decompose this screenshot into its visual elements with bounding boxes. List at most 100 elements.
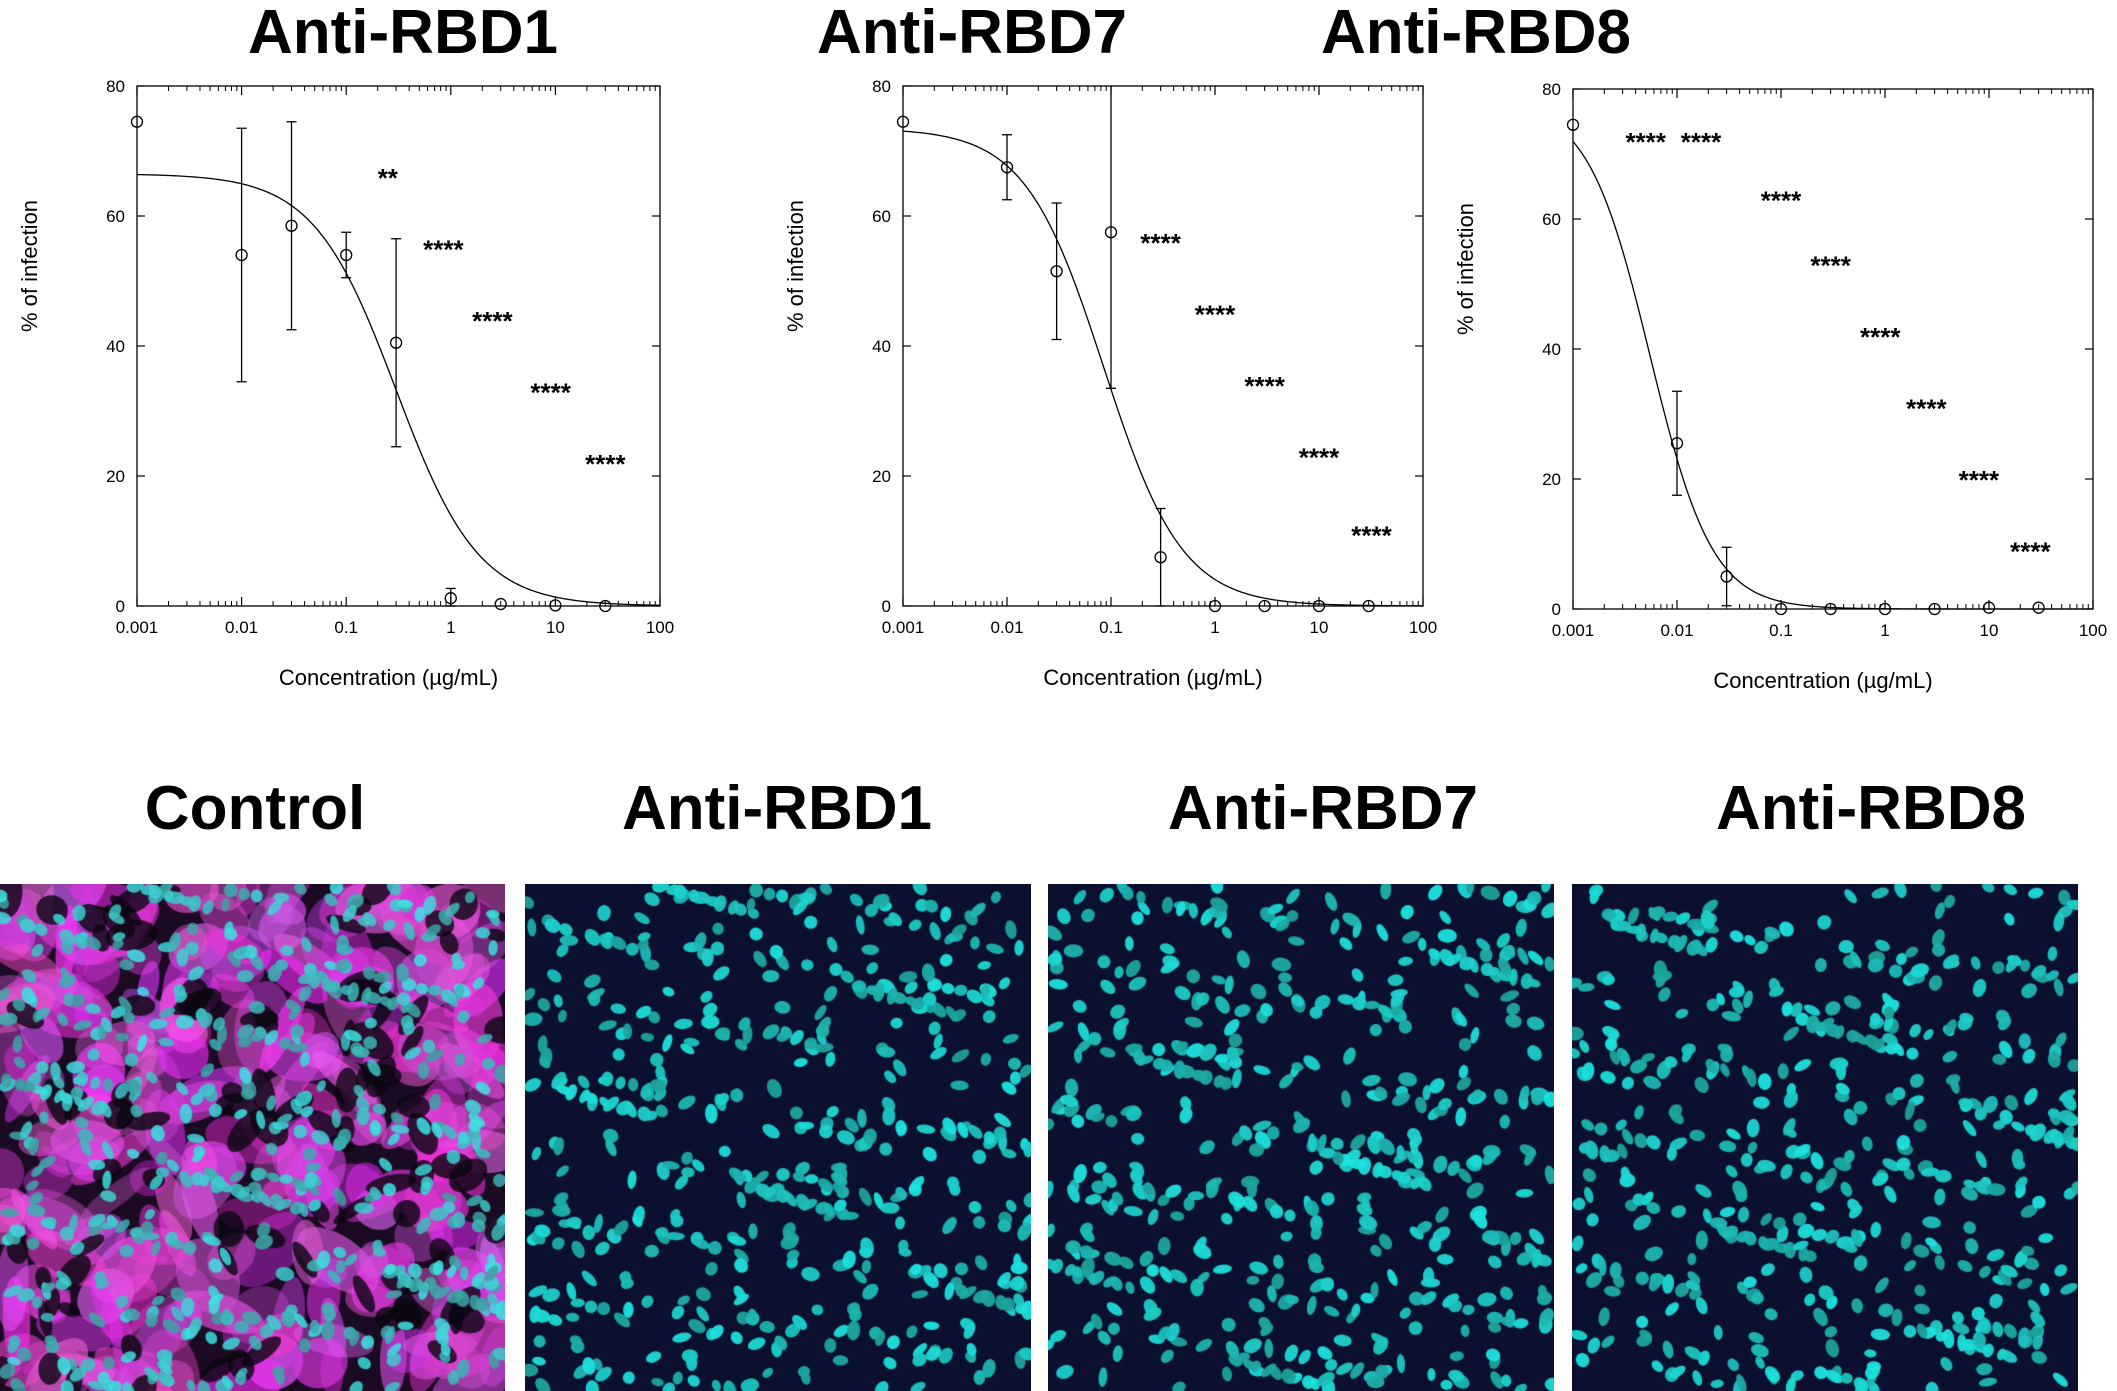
- x-tick-label: 10: [1310, 618, 1329, 637]
- significance-label: ****: [1860, 322, 1901, 352]
- x-tick-label: 0.001: [1552, 621, 1595, 640]
- y-tick-label: 80: [106, 77, 125, 96]
- x-tick-label: 0.01: [990, 618, 1023, 637]
- chart-title-anti-rbd7: Anti-RBD7: [817, 0, 1127, 67]
- y-tick-label: 20: [872, 467, 891, 486]
- data-point: [340, 248, 353, 262]
- y-axis-label: % of infection: [17, 200, 42, 332]
- plot-frame: [1572, 88, 2094, 610]
- data-point: [1000, 161, 1014, 174]
- significance-label: ****: [1140, 228, 1181, 258]
- micrograph-anti-rbd1: [525, 884, 1031, 1391]
- x-tick-label: 0.1: [1099, 618, 1123, 637]
- x-tick-label: 0.001: [116, 618, 159, 637]
- micrograph-title-anti-rbd8: Anti-RBD8: [1716, 774, 2026, 843]
- x-tick-label: 100: [2079, 621, 2107, 640]
- data-point: [896, 115, 910, 128]
- x-tick-label: 1: [446, 618, 455, 637]
- x-tick-label: 0.1: [334, 618, 358, 637]
- x-tick-label: 0.01: [225, 618, 258, 637]
- significance-label: ****: [1299, 443, 1340, 473]
- x-axis-label: Concentration (µg/mL): [1713, 668, 1932, 693]
- significance-label: ****: [423, 235, 464, 265]
- x-tick-label: 0.001: [882, 618, 925, 637]
- data-point: [1208, 599, 1222, 613]
- significance-label: ****: [1625, 127, 1666, 157]
- y-tick-label: 80: [872, 77, 891, 96]
- chart-anti-rbd8: 0 20 40 60 80 0.001 0.01 0.1 1 10 100 Concentration…: [1453, 80, 2107, 693]
- chart-title-anti-rbd1: Anti-RBD1: [248, 0, 558, 67]
- micrograph-control: [0, 884, 505, 1391]
- micrograph-anti-rbd7: [1048, 884, 1554, 1391]
- significance-label: ****: [2010, 537, 2051, 567]
- significance-label: ****: [1195, 300, 1236, 330]
- x-axis-label: Concentration (µg/mL): [279, 665, 498, 690]
- y-axis-label: % of infection: [1453, 203, 1478, 335]
- x-tick-label: 10: [1980, 621, 1999, 640]
- data-point: [1258, 599, 1271, 613]
- plot-frame: [136, 85, 661, 607]
- x-tick-label: 100: [1409, 618, 1437, 637]
- y-tick-label: 40: [872, 337, 891, 356]
- y-tick-label: 0: [882, 597, 891, 616]
- fit-curve: [136, 173, 661, 606]
- data-point: [444, 592, 457, 605]
- significance-label: **: [378, 163, 399, 193]
- y-tick-label: 60: [1542, 210, 1561, 229]
- chart-anti-rbd7: 0 20 40 60 80 0.001 0.01 0.1 1 10 100 Concentration…: [783, 77, 1437, 690]
- data-point: [1928, 602, 1941, 616]
- data-point: [1670, 437, 1684, 450]
- data-point: [1154, 551, 1167, 564]
- data-point: [1720, 570, 1733, 583]
- y-tick-label: 40: [106, 337, 125, 356]
- x-tick-label: 0.1: [1769, 621, 1793, 640]
- data-point: [235, 248, 248, 262]
- plot-frame: [902, 85, 1424, 607]
- micrograph-title-anti-rbd1: Anti-RBD1: [622, 774, 932, 843]
- significance-label: ****: [1761, 186, 1802, 216]
- x-axis-label: Concentration (µg/mL): [1043, 665, 1262, 690]
- y-tick-label: 40: [1542, 340, 1561, 359]
- significance-label: ****: [1810, 251, 1851, 281]
- fit-curve: [902, 130, 1424, 607]
- x-tick-label: 0.01: [1660, 621, 1693, 640]
- data-point: [1774, 602, 1788, 616]
- micrograph-title-anti-rbd7: Anti-RBD7: [1168, 774, 1478, 843]
- data-point: [1312, 599, 1326, 613]
- fit-curve: [1572, 141, 2093, 610]
- data-point: [1566, 118, 1580, 131]
- data-point: [549, 599, 562, 612]
- x-tick-label: 1: [1880, 621, 1889, 640]
- data-point: [1362, 599, 1375, 613]
- data-point: [599, 599, 612, 613]
- data-point: [1050, 265, 1063, 278]
- chart-anti-rbd1: 0 20 40 60 80 0.001 0.01 0.1 1 10 100 Concentration…: [17, 77, 674, 690]
- data-point: [1104, 226, 1118, 239]
- chart-title-anti-rbd8: Anti-RBD8: [1321, 0, 1631, 67]
- significance-label: ****: [1906, 394, 1947, 424]
- y-tick-label: 0: [116, 597, 125, 616]
- micrograph-anti-rbd8: [1572, 884, 2078, 1391]
- y-tick-label: 20: [1542, 470, 1561, 489]
- data-point: [1982, 601, 1996, 614]
- x-tick-label: 1: [1210, 618, 1219, 637]
- data-point: [285, 219, 298, 232]
- data-point: [130, 115, 144, 128]
- data-point: [494, 597, 507, 611]
- data-point: [2032, 601, 2045, 614]
- x-tick-label: 10: [546, 618, 565, 637]
- significance-label: ****: [585, 449, 626, 479]
- data-point: [389, 336, 403, 349]
- data-point: [1878, 602, 1892, 616]
- y-tick-label: 0: [1552, 600, 1561, 619]
- y-tick-label: 20: [106, 467, 125, 486]
- significance-label: ****: [1351, 521, 1392, 551]
- significance-label: ****: [1244, 371, 1285, 401]
- y-tick-label: 60: [872, 207, 891, 226]
- data-point: [1824, 602, 1837, 616]
- significance-label: ****: [530, 378, 571, 408]
- y-tick-label: 60: [106, 207, 125, 226]
- x-tick-label: 100: [646, 618, 674, 637]
- y-tick-label: 80: [1542, 80, 1561, 99]
- significance-label: ****: [472, 306, 513, 336]
